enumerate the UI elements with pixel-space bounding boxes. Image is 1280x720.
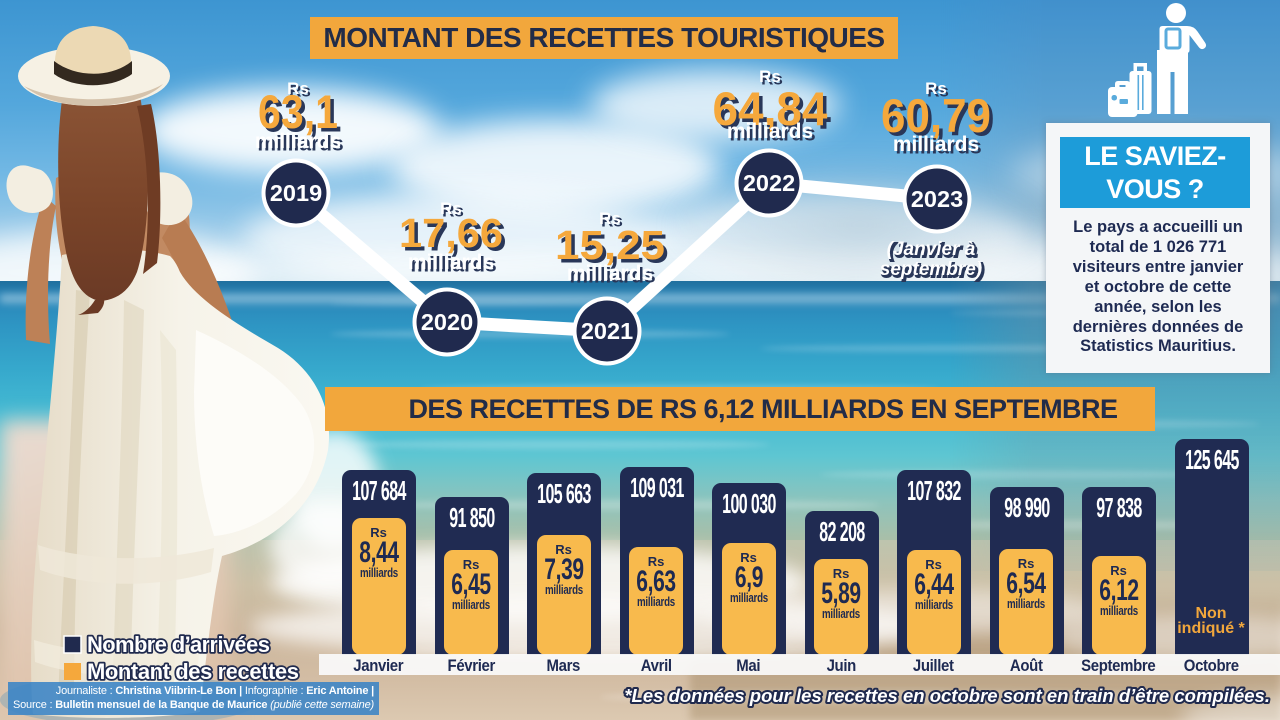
svg-text:Nombre d’arrivées: Nombre d’arrivées (87, 632, 270, 657)
svg-text:60,79: 60,79 (881, 89, 991, 142)
svg-text:milliards: milliards (893, 133, 979, 156)
svg-text:milliards: milliards (257, 133, 343, 156)
svg-text:17,66: 17,66 (403, 214, 507, 260)
svg-text:Rs: Rs (601, 212, 623, 231)
svg-text:Rs: Rs (925, 79, 947, 98)
svg-text:2021: 2021 (581, 318, 633, 344)
svg-text:2020: 2020 (421, 309, 473, 335)
svg-text:Rs: Rs (440, 199, 462, 218)
svg-text:60,79: 60,79 (885, 93, 995, 146)
svg-text:milliards: milliards (729, 123, 815, 146)
svg-text:15,25: 15,25 (555, 222, 665, 268)
svg-text:Rs: Rs (761, 70, 783, 89)
svg-text:*Les données pour les recettes: *Les données pour les recettes en octobr… (624, 685, 1270, 706)
svg-text:milliards: milliards (410, 254, 496, 277)
svg-text:64,84: 64,84 (713, 82, 828, 135)
svg-text:2022: 2022 (743, 170, 795, 196)
svg-text:(Janvier à: (Janvier à (889, 241, 978, 262)
svg-text:milliards: milliards (567, 262, 653, 285)
svg-text:2019: 2019 (270, 180, 322, 206)
svg-text:Rs: Rs (287, 79, 309, 98)
svg-text:milliards: milliards (727, 120, 813, 143)
svg-text:15,25: 15,25 (559, 226, 669, 272)
svg-text:Rs: Rs (599, 209, 621, 228)
svg-text:milliards: milliards (408, 251, 494, 274)
svg-text:Montant des recettes: Montant des recettes (87, 659, 299, 684)
svg-text:Rs: Rs (759, 67, 781, 86)
svg-text:(Janvier à: (Janvier à (887, 239, 976, 260)
svg-text:Rs: Rs (442, 202, 464, 221)
svg-text:63,1: 63,1 (262, 89, 342, 142)
svg-text:septembre): septembre) (882, 261, 984, 282)
svg-text:septembre): septembre) (880, 259, 982, 280)
svg-text:milliards: milliards (895, 136, 981, 159)
svg-text:63,1: 63,1 (258, 85, 338, 138)
svg-text:Rs: Rs (927, 82, 949, 101)
svg-text:64,84: 64,84 (716, 86, 831, 139)
svg-text:Rs: Rs (289, 82, 311, 101)
svg-text:17,66: 17,66 (399, 210, 503, 256)
svg-text:milliards: milliards (569, 265, 655, 288)
svg-text:2023: 2023 (911, 186, 963, 212)
svg-text:milliards: milliards (255, 130, 341, 153)
